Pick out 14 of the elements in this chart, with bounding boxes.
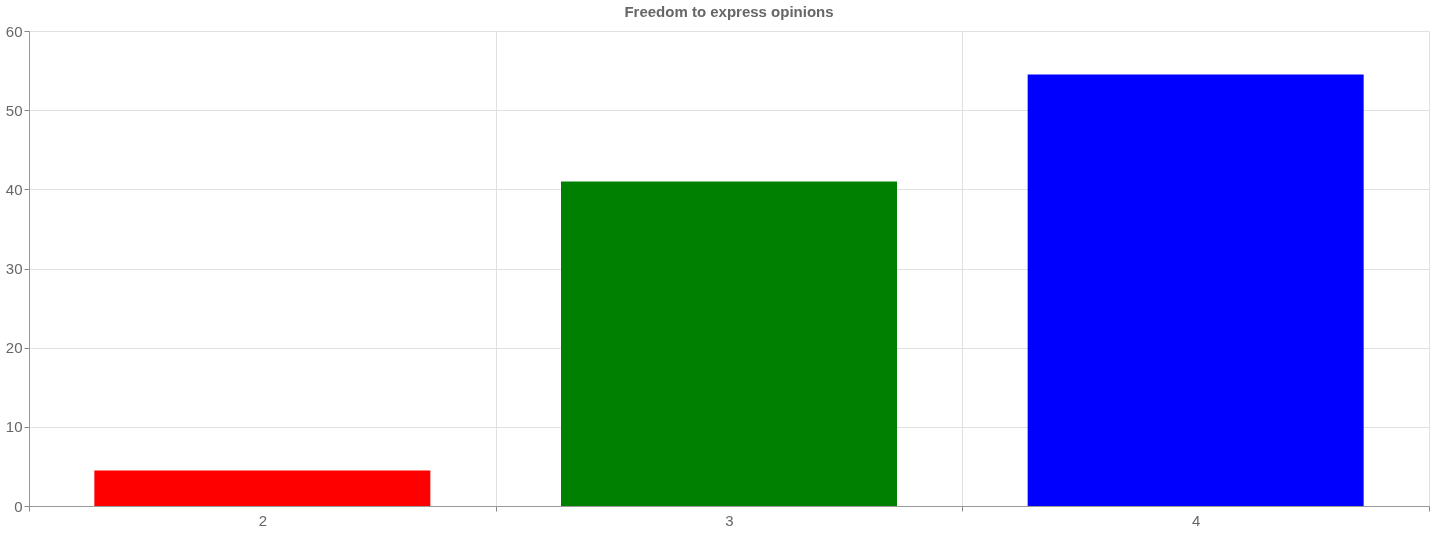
x-tick-label: 3 (725, 511, 734, 529)
chart-title: Freedom to express opinions (624, 3, 834, 20)
bar (1027, 74, 1364, 506)
y-tick-label: 10 (5, 418, 23, 436)
y-tick-label: 0 (14, 497, 23, 515)
x-tick-label: 4 (1191, 511, 1201, 529)
y-tick-label: 40 (5, 180, 23, 198)
y-tick-label: 60 (5, 22, 23, 40)
y-tick-label: 50 (5, 101, 23, 119)
bar (561, 181, 897, 506)
bar (94, 470, 431, 506)
y-tick-label: 30 (5, 260, 23, 277)
y-tick-label: 20 (5, 339, 23, 357)
x-tick-label: 2 (258, 511, 268, 529)
